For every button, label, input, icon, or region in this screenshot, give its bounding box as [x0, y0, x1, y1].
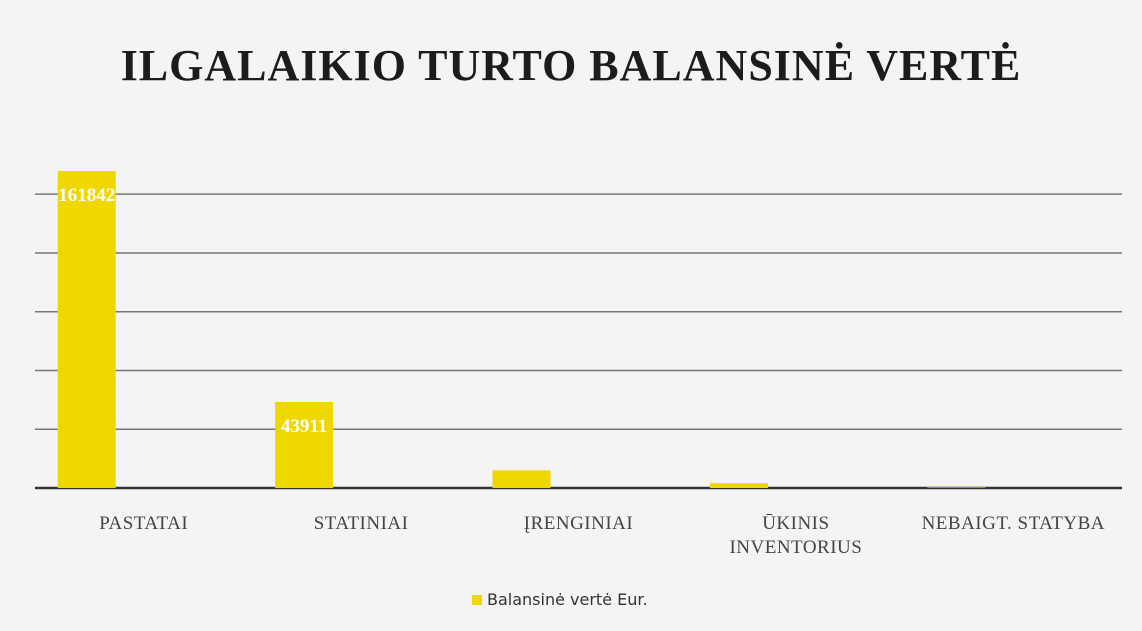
bar — [275, 401, 334, 488]
data-label: 43911 — [281, 416, 327, 437]
bar — [57, 170, 116, 488]
data-label: 161842 — [58, 185, 115, 206]
legend-swatch — [472, 595, 482, 605]
bar — [492, 470, 551, 488]
bar — [709, 483, 768, 488]
x-tick-label: PASTATAI — [99, 513, 189, 534]
legend: Balansinė vertė Eur. — [472, 590, 648, 609]
x-tick-label: STATINIAI — [313, 513, 409, 534]
x-tick-label: ĮRENGINIAI — [523, 513, 634, 534]
chart-title: ILGALAIKIO TURTO BALANSINĖ VERTĖ — [120, 41, 1022, 90]
x-tick-label: NEBAIGT. STATYBA — [921, 513, 1106, 534]
x-tick-label: ŪKINIS INVENTORIUS — [729, 513, 863, 558]
bar — [927, 487, 986, 488]
legend-label: Balansinė vertė Eur. — [487, 590, 648, 609]
